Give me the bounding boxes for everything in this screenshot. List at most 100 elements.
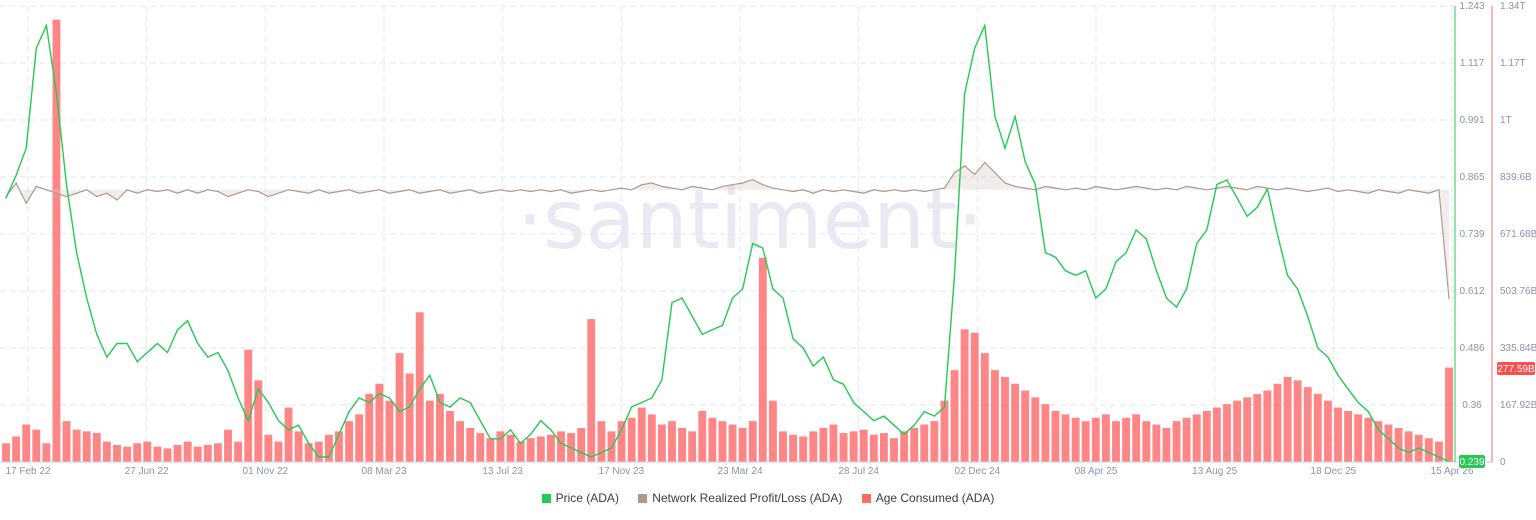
- price-point: [1004, 147, 1006, 149]
- age-bar: [395, 353, 404, 462]
- nrpl-point: [237, 192, 239, 194]
- age-bar: [1313, 393, 1322, 462]
- nrpl-point: [419, 192, 421, 194]
- nrpl-point: [409, 189, 411, 191]
- age-bar: [365, 393, 374, 462]
- price-point: [146, 351, 148, 354]
- price-point: [338, 433, 340, 435]
- price-point: [782, 297, 784, 299]
- price-point: [298, 424, 300, 426]
- price-point: [227, 370, 229, 372]
- nrpl-point: [590, 189, 592, 191]
- age-bar: [950, 370, 959, 462]
- price-point: [1408, 451, 1410, 454]
- nrpl-point: [499, 189, 502, 191]
- age-bar: [52, 19, 61, 463]
- nrpl-point: [1044, 185, 1046, 187]
- age-bar: [1081, 421, 1090, 462]
- age-bar: [1091, 417, 1100, 462]
- x-tick-label: 18 Dec 25: [1311, 466, 1357, 477]
- price-point: [308, 442, 310, 444]
- nrpl-point: [1246, 189, 1248, 191]
- price-point: [590, 456, 592, 458]
- price-point: [1418, 447, 1420, 449]
- nrpl-point: [721, 185, 724, 187]
- nrpl-point: [994, 172, 996, 174]
- nrpl-point: [388, 192, 391, 194]
- age-bar: [274, 441, 283, 462]
- legend-item-price[interactable]: Price (ADA): [541, 491, 619, 505]
- age-bar: [940, 400, 949, 462]
- age-bar: [254, 380, 263, 462]
- right-tick-label: 671.68B: [1500, 229, 1536, 240]
- left-tick-label: 0.865: [1459, 172, 1484, 183]
- age-bar: [335, 431, 343, 462]
- age-bar: [1273, 383, 1282, 462]
- right-tick-label: 1.34T: [1500, 1, 1526, 12]
- age-bar: [425, 400, 434, 462]
- age-bar: [879, 433, 888, 462]
- legend-item-nrpl[interactable]: Network Realized Profit/Loss (ADA): [638, 491, 842, 505]
- age-bar: [1303, 387, 1312, 462]
- legend-item-age[interactable]: Age Consumed (ADA): [861, 491, 994, 505]
- age-bar: [213, 443, 222, 462]
- price-point: [1317, 347, 1319, 349]
- price-point: [1064, 270, 1067, 272]
- nrpl-point: [429, 190, 431, 193]
- price-point: [802, 347, 804, 349]
- age-bar: [506, 434, 515, 462]
- age-bar: [32, 429, 41, 462]
- nrpl-point: [903, 190, 905, 193]
- age-bar: [486, 438, 495, 462]
- age-bar: [516, 441, 525, 462]
- price-point: [388, 397, 391, 399]
- nrpl-point: [45, 189, 47, 191]
- x-tick-label: 13 Aug 25: [1192, 466, 1237, 477]
- age-bar: [456, 421, 465, 462]
- nrpl-point: [822, 189, 824, 191]
- age-bar: [647, 414, 656, 462]
- nrpl-point: [459, 190, 461, 193]
- price-point: [842, 383, 845, 385]
- nrpl-point: [560, 189, 562, 191]
- age-bar: [789, 434, 798, 462]
- nrpl-point: [883, 190, 885, 193]
- age-bar: [890, 438, 898, 462]
- nrpl-point: [1125, 187, 1127, 189]
- age-bar: [12, 436, 21, 462]
- nrpl-point: [1004, 182, 1006, 184]
- age-bar: [1354, 414, 1363, 462]
- age-bar: [1051, 410, 1060, 462]
- age-bar: [1011, 383, 1020, 462]
- price-point: [1196, 242, 1198, 245]
- price-point: [1186, 288, 1188, 290]
- nrpl-point: [298, 190, 300, 193]
- age-bar: [1404, 431, 1413, 462]
- nrpl-point: [1135, 185, 1137, 187]
- nrpl-point: [106, 192, 108, 194]
- nrpl-point: [1317, 189, 1319, 191]
- price-point: [822, 356, 824, 358]
- price-point: [600, 451, 602, 454]
- price-point: [641, 401, 643, 404]
- price-point: [25, 147, 27, 149]
- price-point: [953, 274, 956, 276]
- price-point: [1367, 410, 1369, 413]
- price-point: [469, 401, 471, 404]
- price-point: [1256, 206, 1258, 208]
- age-bar: [920, 424, 929, 462]
- age-bar: [1162, 427, 1171, 462]
- price-point: [1387, 438, 1390, 440]
- price-point: [974, 47, 976, 49]
- age-bar: [718, 421, 727, 462]
- price-point: [610, 447, 613, 449]
- right-tick-label: 1T: [1500, 115, 1512, 126]
- price-point: [1216, 183, 1218, 186]
- nrpl-series: [5, 161, 1450, 300]
- age-bar: [2, 443, 10, 462]
- price-point: [116, 342, 118, 345]
- age-bar: [779, 431, 787, 462]
- nrpl-point: [792, 190, 794, 193]
- nrpl-point: [96, 195, 98, 198]
- price-point: [479, 420, 481, 422]
